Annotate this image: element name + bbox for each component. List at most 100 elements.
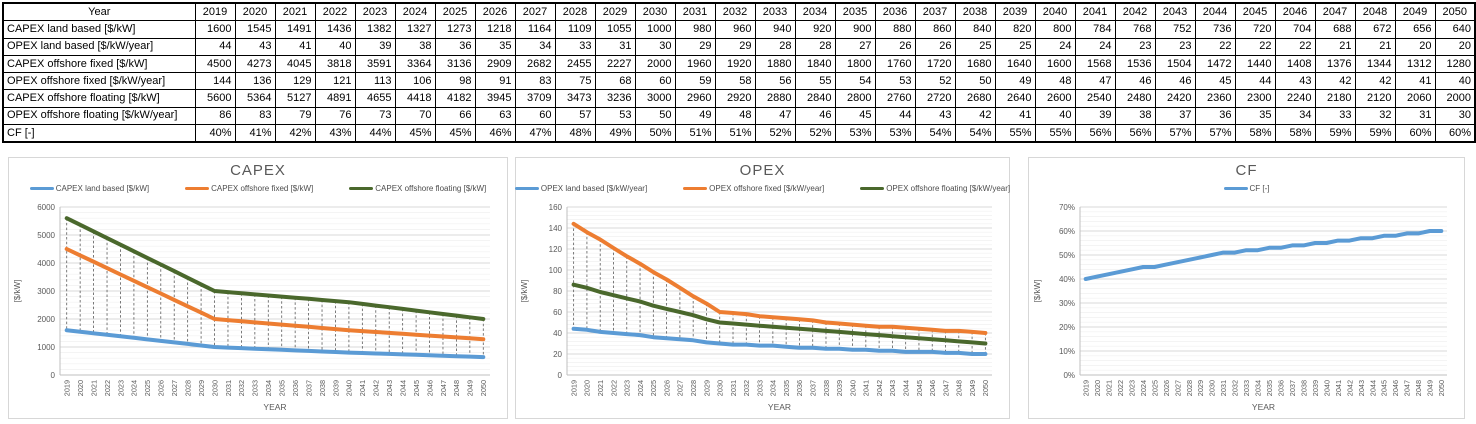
value-cell[interactable]: 49 (674, 106, 716, 126)
cf-chart[interactable]: CF CF [-] 0% 10% 20% 30% 40% 50% 60% 70% 2019 202… (1028, 157, 1465, 419)
value-cell[interactable]: 21 (1314, 37, 1356, 56)
value-cell[interactable]: 50% (634, 124, 676, 143)
year-cell[interactable]: 2041 (1074, 2, 1116, 22)
value-cell[interactable]: 1880 (754, 54, 796, 74)
value-cell[interactable]: 2480 (1114, 89, 1156, 108)
value-cell[interactable]: 2227 (594, 54, 636, 74)
value-cell[interactable]: 50 (954, 72, 996, 91)
value-cell[interactable]: 40 (1434, 72, 1476, 91)
value-cell[interactable]: 59% (1314, 124, 1356, 143)
value-cell[interactable]: 58 (714, 72, 756, 91)
value-cell[interactable]: 26 (874, 37, 916, 56)
value-cell[interactable]: 113 (354, 72, 396, 91)
value-cell[interactable]: 98 (434, 72, 476, 91)
year-cell[interactable]: 2022 (314, 2, 356, 22)
value-cell[interactable]: 4182 (434, 89, 476, 108)
value-cell[interactable]: 43 (234, 37, 276, 56)
value-cell[interactable]: 2455 (554, 54, 596, 74)
value-cell[interactable]: 2880 (754, 89, 796, 108)
value-cell[interactable]: 3000 (634, 89, 676, 108)
value-cell[interactable]: 83 (514, 72, 556, 91)
value-cell[interactable]: 47 (754, 106, 796, 126)
value-cell[interactable]: 23 (1114, 37, 1156, 56)
value-cell[interactable]: 2600 (1034, 89, 1076, 108)
value-cell[interactable]: 48 (1034, 72, 1076, 91)
value-cell[interactable]: 1436 (314, 20, 356, 39)
value-cell[interactable]: 5127 (274, 89, 316, 108)
value-cell[interactable]: 1164 (514, 20, 556, 39)
value-cell[interactable]: 2682 (514, 54, 556, 74)
value-cell[interactable]: 32 (1354, 106, 1396, 126)
year-cell[interactable]: 2031 (674, 2, 716, 22)
value-cell[interactable]: 1640 (994, 54, 1036, 74)
value-cell[interactable]: 24 (1034, 37, 1076, 56)
value-cell[interactable]: 56% (1114, 124, 1156, 143)
value-cell[interactable]: 960 (714, 20, 756, 39)
value-cell[interactable]: 57% (1154, 124, 1196, 143)
value-cell[interactable]: 4045 (274, 54, 316, 74)
value-cell[interactable]: 784 (1074, 20, 1116, 39)
value-cell[interactable]: 2909 (474, 54, 516, 74)
value-cell[interactable]: 2760 (874, 89, 916, 108)
value-cell[interactable]: 34 (514, 37, 556, 56)
value-cell[interactable]: 44 (194, 37, 236, 56)
value-cell[interactable]: 940 (754, 20, 796, 39)
value-cell[interactable]: 106 (394, 72, 436, 91)
value-cell[interactable]: 54% (914, 124, 956, 143)
value-cell[interactable]: 25 (954, 37, 996, 56)
year-cell[interactable]: 2032 (714, 2, 756, 22)
value-cell[interactable]: 1055 (594, 20, 636, 39)
value-cell[interactable]: 31 (594, 37, 636, 56)
row-label-cell[interactable]: CAPEX offshore floating [$/kW] (2, 89, 196, 108)
value-cell[interactable]: 35 (1234, 106, 1276, 126)
value-cell[interactable]: 2680 (954, 89, 996, 108)
value-cell[interactable]: 42 (1314, 72, 1356, 91)
value-cell[interactable]: 920 (794, 20, 836, 39)
value-cell[interactable]: 38 (1114, 106, 1156, 126)
value-cell[interactable]: 56 (754, 72, 796, 91)
year-cell[interactable]: 2027 (514, 2, 556, 22)
value-cell[interactable]: 37 (1154, 106, 1196, 126)
year-cell[interactable]: 2028 (554, 2, 596, 22)
value-cell[interactable]: 24 (1074, 37, 1116, 56)
legend-item[interactable]: OPEX land based [$/kW/year] (514, 184, 647, 193)
value-cell[interactable]: 35 (474, 37, 516, 56)
value-cell[interactable]: 4418 (394, 89, 436, 108)
year-cell[interactable]: 2049 (1394, 2, 1436, 22)
value-cell[interactable]: 58% (1234, 124, 1276, 143)
value-cell[interactable]: 22 (1234, 37, 1276, 56)
value-cell[interactable]: 1408 (1274, 54, 1316, 74)
value-cell[interactable]: 29 (674, 37, 716, 56)
value-cell[interactable]: 91 (474, 72, 516, 91)
value-cell[interactable]: 46 (1154, 72, 1196, 91)
value-cell[interactable]: 4500 (194, 54, 236, 74)
value-cell[interactable]: 59% (1354, 124, 1396, 143)
row-label-cell[interactable]: OPEX land based [$/kW/year] (2, 37, 196, 56)
value-cell[interactable]: 5364 (234, 89, 276, 108)
value-cell[interactable]: 52 (914, 72, 956, 91)
value-cell[interactable]: 1273 (434, 20, 476, 39)
value-cell[interactable]: 1536 (1114, 54, 1156, 74)
value-cell[interactable]: 1109 (554, 20, 596, 39)
value-cell[interactable]: 28 (754, 37, 796, 56)
value-cell[interactable]: 51% (674, 124, 716, 143)
legend-item[interactable]: CAPEX offshore fixed [$/kW] (185, 184, 313, 193)
row-label-cell[interactable]: CAPEX offshore fixed [$/kW] (2, 54, 196, 74)
value-cell[interactable]: 53 (594, 106, 636, 126)
value-cell[interactable]: 3709 (514, 89, 556, 108)
value-cell[interactable]: 900 (834, 20, 876, 39)
opex-chart[interactable]: OPEX OPEX land based [$/kW/year] OPEX off… (514, 157, 1010, 419)
value-cell[interactable]: 1280 (1434, 54, 1476, 74)
value-cell[interactable]: 3364 (394, 54, 436, 74)
value-cell[interactable]: 20 (1434, 37, 1476, 56)
value-cell[interactable]: 66 (434, 106, 476, 126)
value-cell[interactable]: 40% (194, 124, 236, 143)
value-cell[interactable]: 43 (914, 106, 956, 126)
row-label-cell[interactable]: CAPEX land based [$/kW] (2, 20, 196, 39)
value-cell[interactable]: 840 (954, 20, 996, 39)
value-cell[interactable]: 55% (1034, 124, 1076, 143)
value-cell[interactable]: 31 (1394, 106, 1436, 126)
value-cell[interactable]: 1472 (1194, 54, 1236, 74)
value-cell[interactable]: 68 (594, 72, 636, 91)
value-cell[interactable]: 2000 (634, 54, 676, 74)
